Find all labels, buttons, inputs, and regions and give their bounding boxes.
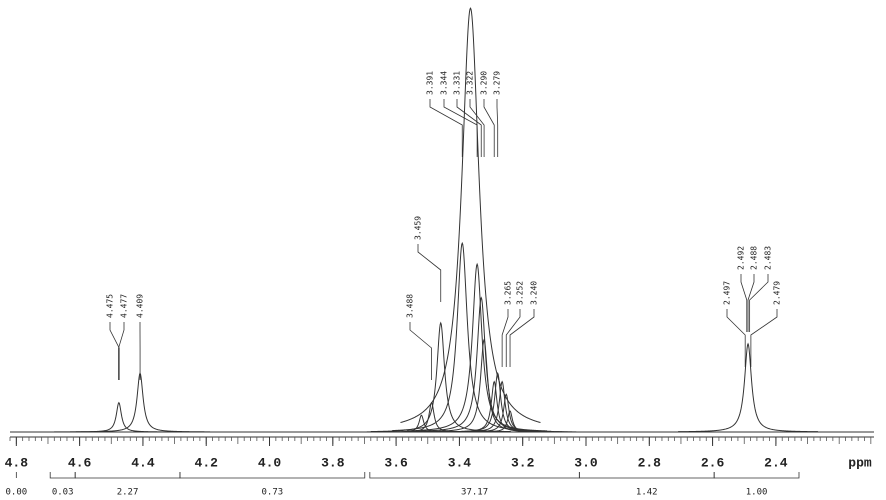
peak-label: 3.240 bbox=[530, 281, 539, 305]
peak bbox=[70, 372, 211, 433]
peak-leader bbox=[750, 309, 778, 367]
x-tick-label: 3.4 bbox=[448, 455, 472, 470]
integral-label: 2.27 bbox=[117, 488, 139, 498]
x-tick-label: 2.8 bbox=[638, 455, 662, 470]
integral-label: 1.42 bbox=[636, 488, 658, 498]
peak bbox=[411, 296, 552, 432]
x-tick-label: 4.6 bbox=[68, 455, 92, 470]
peak-label: 3.488 bbox=[406, 294, 415, 318]
peak-label: 2.479 bbox=[773, 281, 782, 305]
integral-bracket bbox=[713, 472, 800, 479]
peak-leader bbox=[109, 322, 120, 380]
peak-leader bbox=[501, 309, 509, 367]
peak-leader bbox=[505, 309, 521, 367]
x-tick-label: 4.2 bbox=[195, 455, 219, 470]
integral-label: 37.17 bbox=[461, 488, 488, 498]
peak-leader bbox=[749, 274, 769, 332]
integral-bracket bbox=[74, 472, 181, 479]
peak-leader bbox=[443, 99, 478, 157]
peak-label: 3.322 bbox=[466, 71, 475, 95]
peak-leader bbox=[409, 322, 432, 380]
peak-leader bbox=[740, 274, 748, 332]
x-tick-label: 2.4 bbox=[764, 455, 788, 470]
peak-label: 3.391 bbox=[426, 71, 435, 95]
peak-leader bbox=[469, 99, 485, 157]
peak bbox=[400, 7, 541, 424]
integral-label: 1.00 bbox=[746, 488, 768, 498]
peak-leader bbox=[747, 274, 755, 332]
peak bbox=[392, 241, 533, 432]
integral-label: 0.03 bbox=[52, 488, 74, 498]
peak-label: 3.265 bbox=[504, 281, 513, 305]
peak-label: 4.409 bbox=[136, 294, 145, 318]
x-axis-label: ppm bbox=[848, 455, 872, 470]
integral-bracket bbox=[49, 472, 76, 479]
x-tick-label: 3.2 bbox=[511, 455, 535, 470]
peak-label: 2.497 bbox=[723, 281, 732, 305]
peak-label: 3.331 bbox=[453, 71, 462, 95]
peak bbox=[48, 401, 189, 433]
peak-label: 3.279 bbox=[493, 71, 502, 95]
peak-leader bbox=[483, 99, 495, 157]
integral-bracket bbox=[179, 472, 366, 479]
peak-leader bbox=[496, 99, 499, 157]
x-tick-label: 3.0 bbox=[574, 455, 598, 470]
peak-label: 3.459 bbox=[414, 216, 423, 240]
peak bbox=[407, 262, 548, 432]
peak bbox=[361, 401, 502, 433]
peak-label: 4.475 bbox=[106, 294, 115, 318]
peak-label: 3.344 bbox=[440, 71, 449, 95]
peak-label: 2.483 bbox=[764, 246, 773, 270]
x-tick-label: 2.6 bbox=[701, 455, 725, 470]
peak-leader bbox=[429, 99, 463, 157]
peak-leader bbox=[726, 309, 746, 367]
x-tick-label: 3.8 bbox=[321, 455, 345, 470]
peak-leader bbox=[456, 99, 482, 157]
peak-label: 3.252 bbox=[516, 281, 525, 305]
peak bbox=[678, 342, 819, 433]
x-tick-label: 4.0 bbox=[258, 455, 282, 470]
peak-label: 3.290 bbox=[480, 71, 489, 95]
peak-leader bbox=[118, 322, 125, 380]
integral-label: 0.73 bbox=[262, 488, 284, 498]
x-tick-label: 4.4 bbox=[131, 455, 155, 470]
integral-bracket bbox=[578, 472, 715, 479]
peak-label: 4.477 bbox=[120, 294, 129, 318]
x-tick-label: 3.6 bbox=[384, 455, 408, 470]
integral-label: 0.00 bbox=[5, 488, 27, 498]
peak-leader bbox=[509, 309, 535, 367]
peak bbox=[440, 410, 581, 433]
integral-bracket bbox=[369, 472, 580, 479]
peak-leader bbox=[417, 244, 442, 302]
peak-label: 2.488 bbox=[750, 246, 759, 270]
peak-label: 2.492 bbox=[737, 246, 746, 270]
x-tick-label: 4.8 bbox=[5, 455, 29, 470]
